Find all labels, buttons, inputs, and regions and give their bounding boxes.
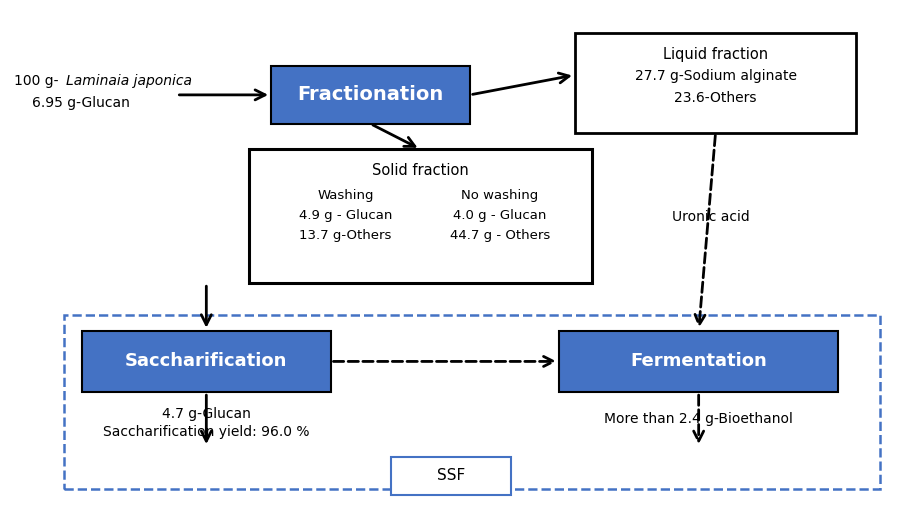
Text: Saccharification: Saccharification bbox=[125, 353, 287, 371]
FancyBboxPatch shape bbox=[271, 66, 470, 124]
Text: Solid fraction: Solid fraction bbox=[372, 163, 469, 178]
Text: SSF: SSF bbox=[437, 468, 465, 483]
Text: Fractionation: Fractionation bbox=[297, 85, 443, 104]
Text: 100 g-: 100 g- bbox=[14, 74, 68, 88]
FancyBboxPatch shape bbox=[575, 33, 856, 133]
Text: Laminaia japonica: Laminaia japonica bbox=[66, 74, 192, 88]
FancyBboxPatch shape bbox=[249, 149, 592, 283]
Text: Saccharification yield: 96.0 %: Saccharification yield: 96.0 % bbox=[103, 425, 310, 439]
FancyBboxPatch shape bbox=[391, 457, 511, 494]
Text: Liquid fraction: Liquid fraction bbox=[663, 47, 769, 62]
Text: 44.7 g - Others: 44.7 g - Others bbox=[450, 229, 550, 242]
Text: 13.7 g-Others: 13.7 g-Others bbox=[299, 229, 392, 242]
Text: 23.6-Others: 23.6-Others bbox=[674, 91, 757, 105]
Text: 6.95 g-Glucan: 6.95 g-Glucan bbox=[32, 96, 130, 110]
Text: Fermentation: Fermentation bbox=[631, 353, 767, 371]
Text: 4.9 g - Glucan: 4.9 g - Glucan bbox=[299, 209, 392, 222]
Text: No washing: No washing bbox=[461, 189, 539, 202]
Text: 27.7 g-Sodium alginate: 27.7 g-Sodium alginate bbox=[634, 69, 796, 83]
Text: 4.0 g - Glucan: 4.0 g - Glucan bbox=[453, 209, 546, 222]
Text: Washing: Washing bbox=[317, 189, 374, 202]
FancyBboxPatch shape bbox=[82, 331, 331, 392]
Text: More than 2.4 g-Bioethanol: More than 2.4 g-Bioethanol bbox=[605, 412, 793, 426]
FancyBboxPatch shape bbox=[560, 331, 838, 392]
Text: 4.7 g-Glucan: 4.7 g-Glucan bbox=[162, 407, 250, 421]
Text: Uronic acid: Uronic acid bbox=[672, 210, 750, 224]
